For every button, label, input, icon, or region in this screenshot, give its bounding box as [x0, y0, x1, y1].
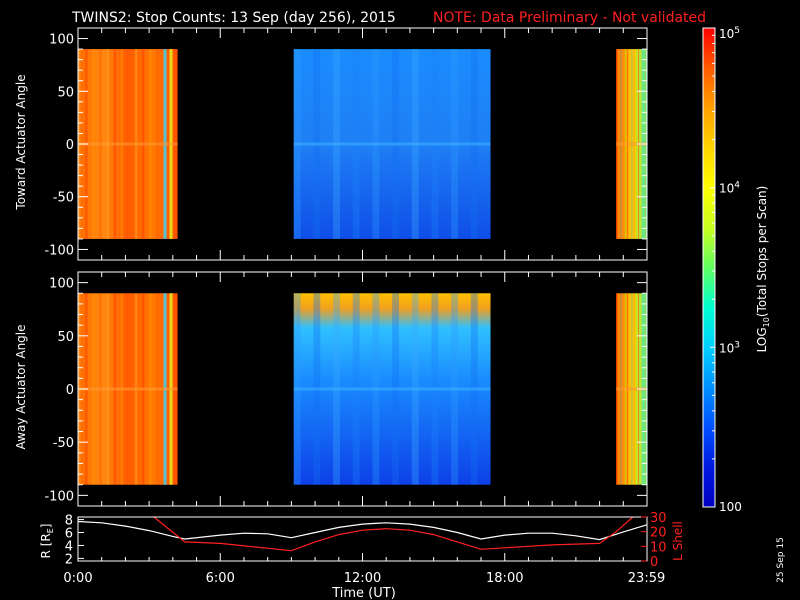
colorbar-label: LOG10(Total Stops per Scan): [755, 186, 771, 353]
away-ytick-label: 50: [57, 330, 74, 345]
away-ytick-label: -100: [44, 489, 74, 504]
time-tick-label: 6:00: [206, 571, 235, 586]
colorbar-tick-label: 105: [719, 26, 740, 41]
toward-ylabel: Toward Actuator Angle: [14, 74, 28, 210]
lshell-ytick-label: 30: [650, 511, 667, 526]
colorbar-tick-exp: 5: [734, 26, 740, 36]
away-ytick-label: -50: [53, 436, 74, 451]
lshell-ytick-label: 0: [650, 555, 658, 570]
lshell-axis-label: L Shell: [671, 521, 685, 561]
colorbar-tick-exp: 3: [734, 340, 740, 350]
radius-label-main: R [R: [39, 533, 53, 558]
colorbar-label-rest: (Total Stops per Scan): [755, 186, 769, 317]
away-zero-band: [293, 387, 491, 391]
colorbar-tick-base: 10: [719, 341, 734, 355]
toward-ytick-label: 0: [66, 138, 74, 153]
title-main: TWINS2: Stop Counts: 13 Sep (day 256), 2…: [71, 10, 396, 26]
time-tick-label: 18:00: [486, 571, 523, 586]
time-axis-label: Time (UT): [331, 586, 396, 600]
away-zero-band: [616, 387, 647, 391]
colorbar-tick-label: 104: [719, 181, 740, 196]
toward-ytick-label: 100: [49, 33, 74, 48]
colorbar-label-sub: 10: [762, 317, 771, 327]
toward-ytick-label: -100: [44, 243, 74, 258]
lshell-ytick-label: 10: [650, 540, 667, 555]
colorbar-tick-label: 100: [719, 500, 742, 514]
toward-zero-band: [78, 142, 178, 146]
colorbar-tick-base: 10: [719, 27, 734, 41]
time-tick-label: 0:00: [63, 571, 92, 586]
radius-ytick-label: 4: [65, 539, 73, 554]
radius-label-end: ]: [39, 524, 53, 529]
away-panel: 100 50 0 -50 -100: [44, 271, 648, 507]
radius-ytick-label: 6: [65, 527, 73, 542]
away-ytick-label: 0: [66, 383, 74, 398]
time-tick-label: 23:59: [628, 571, 665, 586]
colorbar-tick-label: 103: [719, 340, 740, 355]
colorbar-tick-exp: 4: [734, 181, 740, 191]
toward-zero-band: [616, 142, 647, 146]
radius-ytick-label: 2: [65, 552, 73, 567]
toward-panel: 100 50 0 -50 -100: [44, 27, 648, 261]
away-zero-band: [78, 387, 178, 391]
toward-ytick-label: 50: [57, 85, 74, 100]
lshell-line: [153, 517, 634, 552]
radius-line: [78, 520, 647, 541]
radius-ytick-label: 8: [65, 514, 73, 529]
away-ylabel: Away Actuator Angle: [14, 324, 28, 449]
lshell-ytick-label: 20: [650, 526, 667, 541]
toward-zero-band: [293, 142, 491, 146]
title-note: NOTE: Data Preliminary - Not validated: [433, 10, 706, 26]
radius-label-sub: E: [46, 528, 55, 533]
away-ytick-label: 100: [49, 277, 74, 292]
date-stamp: 25 Sep 15: [776, 537, 786, 583]
toward-ytick-label: -50: [53, 191, 74, 206]
colorbar-scale: [702, 27, 716, 508]
colorbar-label-log: LOG: [755, 327, 769, 352]
radius-axis-label: R [RE]: [39, 524, 55, 559]
time-tick-label: 12:00: [344, 571, 381, 586]
colorbar-tick-base: 10: [719, 182, 734, 196]
